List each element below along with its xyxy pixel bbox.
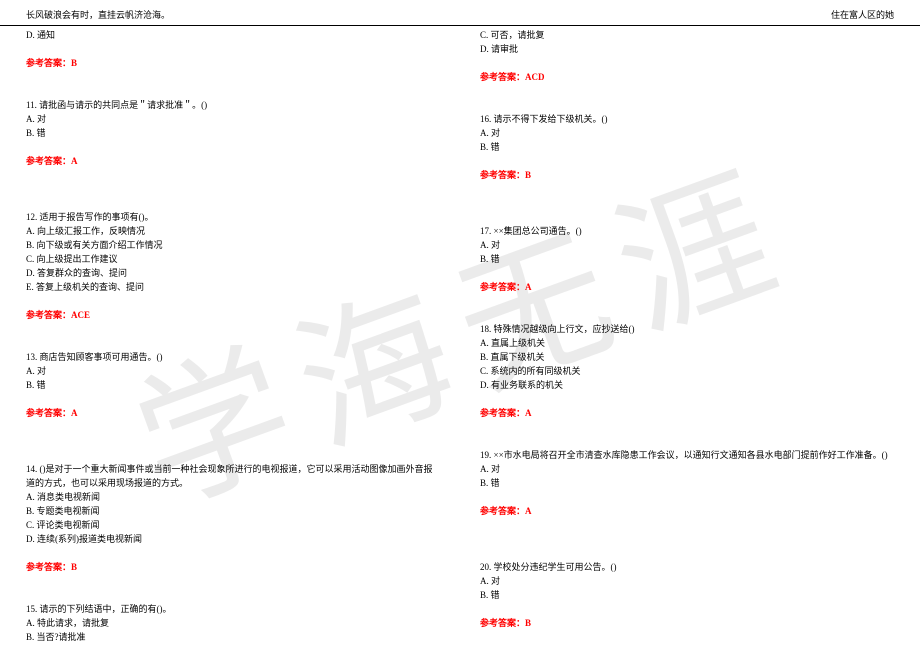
q13-option-a: A. 对 (26, 364, 440, 378)
q14-option-b: B. 专题类电视新闻 (26, 504, 440, 518)
q20-answer: 参考答案：B (480, 616, 894, 630)
q16-option-b: B. 错 (480, 140, 894, 154)
q14-option-a: A. 消息类电视新闻 (26, 490, 440, 504)
q15-answer: 参考答案：ACD (480, 70, 894, 84)
q10-option-d: D. 通知 (26, 28, 440, 42)
q15-option-b: B. 当否?请批准 (26, 630, 440, 644)
content-columns: D. 通知 参考答案：B 11. 请批函与请示的共同点是＂请求批准＂。() A.… (0, 26, 920, 644)
q14-answer: 参考答案：B (26, 560, 440, 574)
q12-option-c: C. 向上级提出工作建议 (26, 252, 440, 266)
q18-answer: 参考答案：A (480, 406, 894, 420)
header-left: 长风破浪会有时，直挂云帆济沧海。 (26, 8, 170, 21)
q14-stem-2: 道的方式，也可以采用现场报道的方式。 (26, 476, 440, 490)
q14-stem: 14. ()是对于一个重大新闻事件或当前一种社会现象所进行的电视报道，它可以采用… (26, 462, 440, 476)
q14-option-c: C. 评论类电视新闻 (26, 518, 440, 532)
q11-answer: 参考答案：A (26, 154, 440, 168)
q17-stem: 17. ××集团总公司通告。() (480, 224, 894, 238)
q12-option-a: A. 向上级汇报工作，反映情况 (26, 224, 440, 238)
q20-option-b: B. 错 (480, 588, 894, 602)
left-column: D. 通知 参考答案：B 11. 请批函与请示的共同点是＂请求批准＂。() A.… (26, 26, 460, 644)
right-column: C. 可否，请批复 D. 请审批 参考答案：ACD 16. 请示不得下发给下级机… (460, 26, 894, 644)
q13-option-b: B. 错 (26, 378, 440, 392)
q16-option-a: A. 对 (480, 126, 894, 140)
q19-answer: 参考答案：A (480, 504, 894, 518)
q11-option-a: A. 对 (26, 112, 440, 126)
q19-option-a: A. 对 (480, 462, 894, 476)
q14-option-d: D. 连续(系列)报道类电视新闻 (26, 532, 440, 546)
q20-stem: 20. 学校处分违纪学生可用公告。() (480, 560, 894, 574)
page-header: 长风破浪会有时，直挂云帆济沧海。 住在富人区的她 (0, 0, 920, 26)
q12-option-b: B. 向下级或有关方面介绍工作情况 (26, 238, 440, 252)
q11-option-b: B. 错 (26, 126, 440, 140)
q18-stem: 18. 特殊情况越级向上行文，应抄送给() (480, 322, 894, 336)
q12-stem: 12. 适用于报告写作的事项有()。 (26, 210, 440, 224)
q15-stem: 15. 请示的下列结语中，正确的有()。 (26, 602, 440, 616)
header-right: 住在富人区的她 (831, 8, 894, 21)
q18-option-d: D. 有业务联系的机关 (480, 378, 894, 392)
q18-option-b: B. 直属下级机关 (480, 350, 894, 364)
q11-stem: 11. 请批函与请示的共同点是＂请求批准＂。() (26, 98, 440, 112)
q19-option-b: B. 错 (480, 476, 894, 490)
q12-answer: 参考答案：ACE (26, 308, 440, 322)
q17-answer: 参考答案：A (480, 280, 894, 294)
q17-option-b: B. 错 (480, 252, 894, 266)
q15-option-a: A. 特此请求，请批复 (26, 616, 440, 630)
q16-stem: 16. 请示不得下发给下级机关。() (480, 112, 894, 126)
q15-option-d: D. 请审批 (480, 42, 894, 56)
q16-answer: 参考答案：B (480, 168, 894, 182)
q18-option-a: A. 直属上级机关 (480, 336, 894, 350)
q10-answer: 参考答案：B (26, 56, 440, 70)
q12-option-e: E. 答复上级机关的查询、提问 (26, 280, 440, 294)
q18-option-c: C. 系统内的所有同级机关 (480, 364, 894, 378)
q17-option-a: A. 对 (480, 238, 894, 252)
q20-option-a: A. 对 (480, 574, 894, 588)
q15-option-c: C. 可否，请批复 (480, 28, 894, 42)
q13-answer: 参考答案：A (26, 406, 440, 420)
q19-stem: 19. ××市水电局将召开全市清查水库隐患工作会议，以通知行文通知各县水电部门提… (480, 448, 894, 462)
q13-stem: 13. 商店告知顾客事项可用通告。() (26, 350, 440, 364)
q12-option-d: D. 答复群众的查询、提问 (26, 266, 440, 280)
